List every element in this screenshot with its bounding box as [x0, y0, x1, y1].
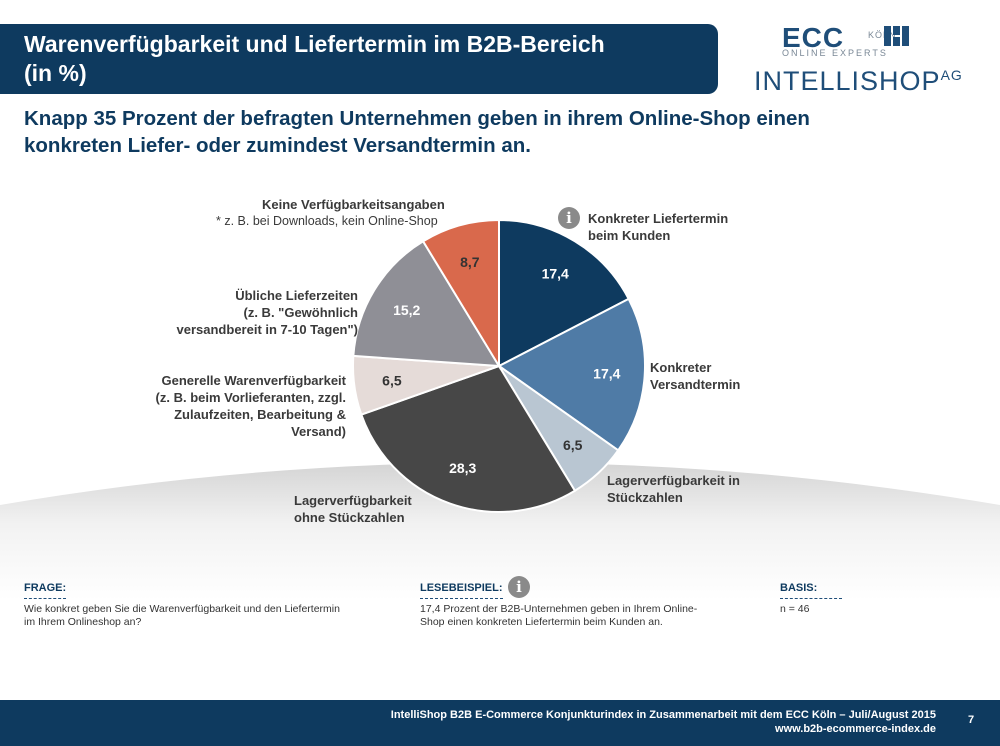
slice-value-label: 17,4 [542, 266, 569, 282]
frage-text: Wie konkret geben Sie die Warenverfügbar… [24, 603, 340, 628]
page-number: 7 [968, 714, 975, 726]
basis-heading: BASIS: [780, 582, 842, 599]
slice-value-label: 6,5 [382, 373, 402, 389]
pie-slice [498, 218, 631, 368]
pie-slice [497, 297, 647, 452]
footer-text: IntelliShop B2B E-Commerce Konjunkturind… [390, 709, 936, 735]
title-bar [0, 24, 718, 94]
label-lagerverfuegbarkeit-ohne: Lagerverfügbarkeit ohne Stückzahlen [294, 493, 412, 525]
slice-value-label: 6,5 [563, 437, 583, 453]
label-keine-verfuegbarkeitsangaben: Keine Verfügbarkeitsangaben [262, 197, 445, 212]
slice-value-label: 17,4 [593, 366, 620, 382]
slice-value-label: 15,2 [393, 302, 420, 318]
label-konkreter-versandtermin: Konkreter Versandtermin [650, 360, 741, 392]
footer-bar [0, 700, 1000, 746]
label-uebliche-lieferzeiten: Übliche Lieferzeiten (z. B. "Gewöhnlich … [176, 288, 358, 337]
ecc-mark-icon [884, 26, 909, 46]
info-icon: i [508, 576, 530, 598]
intellishop-logo: INTELLISHOPAG [754, 66, 963, 96]
label-generelle-warenverfuegbarkeit: Generelle Warenverfügbarkeit (z. B. beim… [155, 373, 346, 439]
label-lagerverfuegbarkeit-stueckzahlen: Lagerverfügbarkeit in Stückzahlen [607, 473, 740, 505]
pie-slice [352, 239, 501, 368]
frage-heading: FRAGE: [24, 582, 67, 599]
subtitle: Knapp 35 Prozent der befragten Unternehm… [24, 107, 810, 157]
lesebeispiel-text: 17,4 Prozent der B2B-Unternehmen geben i… [420, 603, 698, 628]
page-title: Warenverfügbarkeit und Liefertermin im B… [24, 31, 605, 86]
basis-text: n = 46 [780, 603, 810, 615]
ecc-logo: ECC KÖLN ONLINE EXPERTS [782, 22, 912, 60]
info-icon: i [558, 207, 580, 229]
slice-value-label: 8,7 [460, 254, 480, 270]
pie-slice [360, 364, 577, 513]
label-konkreter-liefertermin: Konkreter Liefertermin beim Kunden [588, 211, 729, 243]
slice-value-label: 28,3 [449, 460, 476, 476]
pie-slice [421, 218, 500, 370]
lesebeispiel-heading: LESEBEISPIEL: [420, 582, 503, 599]
label-footnote: * z. B. bei Downloads, kein Online-Shop [216, 214, 438, 228]
